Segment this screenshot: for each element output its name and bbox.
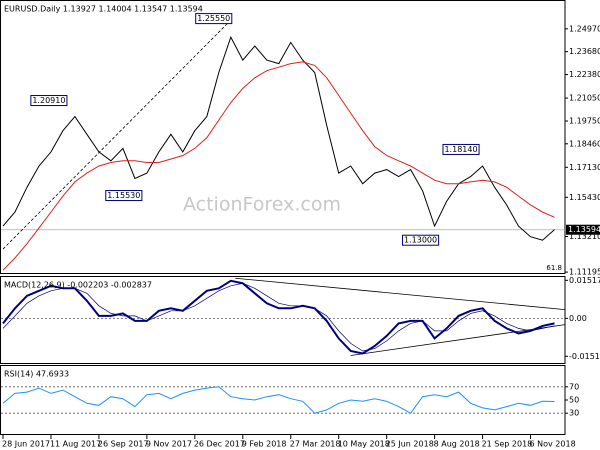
watermark: ActionForex.com	[183, 194, 341, 216]
annotation-box	[105, 190, 143, 202]
annotation-box	[442, 143, 480, 155]
pane-frame	[0, 365, 566, 435]
series-line	[2, 35, 555, 241]
annotation-label: 1.25550	[197, 14, 230, 23]
trend-line	[2, 18, 233, 250]
annotation-box	[30, 95, 68, 107]
annotation-box	[195, 13, 233, 25]
y-tick-label: 1.19750	[569, 117, 600, 126]
y-tick-label: 1.22380	[569, 70, 600, 79]
y-tick-label: 1.23680	[569, 47, 600, 56]
annotation: 1.20910	[30, 95, 68, 107]
y-tick-label: 1.15430	[569, 193, 600, 202]
x-tick-label: 26 Dec 2017	[194, 440, 245, 449]
x-tick-label: 21 Sep 2018	[482, 440, 533, 449]
y-tick-label: 0.015178	[569, 276, 600, 285]
annotation: 1.25550	[195, 13, 233, 25]
annotation: 1.13000	[402, 234, 440, 246]
annotation: 1.15530	[105, 190, 143, 202]
level-label: 61.8	[546, 264, 562, 272]
y-tick-label: 1.17130	[569, 163, 600, 172]
annotation-label: 1.15530	[107, 191, 140, 200]
y-tick-label: 70	[569, 382, 579, 391]
pane-title: RSI(14) 47.6933	[4, 370, 69, 379]
trend-line	[350, 324, 566, 356]
x-tick-label: 27 Mar 2018	[290, 440, 341, 449]
y-tick-label: 1.18460	[569, 139, 600, 148]
x-tick-label: 9 Feb 2018	[242, 440, 287, 449]
x-tick-label: 11 Aug 2017	[50, 440, 101, 449]
annotation-box	[402, 234, 440, 246]
series-line	[2, 386, 555, 414]
pane-title: MACD(12,26,9) -0.002203 -0.002837	[4, 281, 152, 290]
annotation: 1.18140	[442, 143, 480, 155]
x-tick-label: 28 Jun 2017	[2, 440, 50, 449]
series-line	[2, 282, 555, 352]
annotation-label: 1.18140	[444, 145, 477, 154]
trend-line	[235, 277, 566, 310]
series-line	[2, 279, 555, 355]
x-tick-label: 26 Sep 2017	[98, 440, 149, 449]
y-tick-label: 0.00	[569, 314, 587, 323]
pane-title: EURUSD.Daily 1.13927 1.14004 1.13547 1.1…	[4, 5, 203, 14]
annotation-label: 1.13000	[404, 236, 437, 245]
last-price-label: 1.13594	[568, 225, 600, 234]
pane-frame	[0, 0, 566, 274]
y-tick-label: 30	[569, 409, 579, 418]
x-tick-label: 25 Jun 2018	[386, 440, 434, 449]
series-line	[2, 61, 555, 271]
y-tick-label: 50	[569, 396, 579, 405]
annotation-label: 1.20910	[32, 96, 65, 105]
y-tick-label: 1.11195	[569, 268, 600, 277]
x-tick-label: 8 Aug 2018	[434, 440, 480, 449]
y-tick-label: -0.015126	[569, 352, 600, 361]
y-tick-label: 1.13210	[569, 232, 600, 241]
x-tick-label: 9 Nov 2017	[146, 440, 192, 449]
last-price-box	[566, 224, 600, 235]
y-tick-label: 1.21050	[569, 94, 600, 103]
x-tick-label: 10 May 2018	[338, 440, 390, 449]
pane-frame	[0, 276, 566, 364]
y-tick-label: 1.24970	[569, 24, 600, 33]
x-tick-label: 6 Nov 2018	[530, 440, 576, 449]
